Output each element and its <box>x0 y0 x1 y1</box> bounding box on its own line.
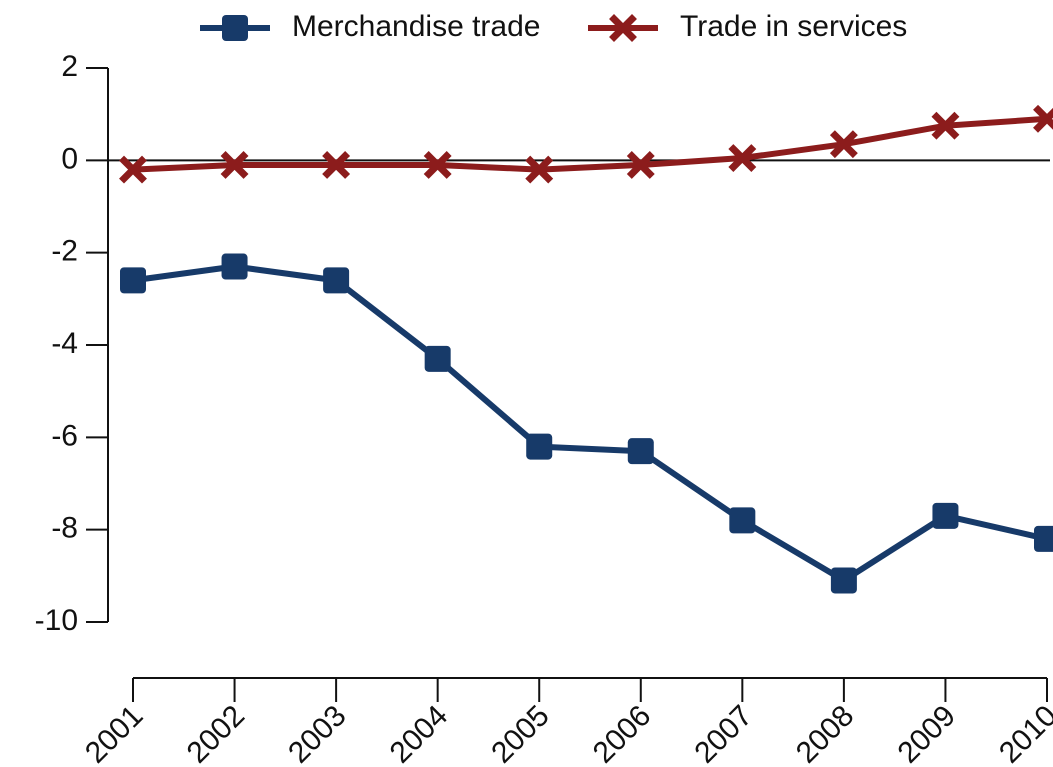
legend-label: Trade in services <box>680 10 907 43</box>
point-marker <box>728 144 757 172</box>
legend-label: Merchandise trade <box>292 10 540 43</box>
x-tick-label: 2006 <box>587 699 658 767</box>
x-tick-label: 2003 <box>282 699 353 767</box>
point-marker <box>626 151 655 179</box>
x-tick-label: 2002 <box>181 699 252 767</box>
point-marker <box>931 111 960 140</box>
point-marker <box>221 253 248 280</box>
point-marker <box>525 155 554 184</box>
x-tick-label: 2005 <box>485 699 556 767</box>
legend-marker <box>222 15 248 41</box>
point-marker <box>119 155 147 184</box>
x-tick-label: 2007 <box>688 699 759 767</box>
x-tick-label: 2010 <box>993 699 1053 767</box>
point-marker <box>829 130 858 159</box>
y-tick-label: -8 <box>51 512 78 545</box>
y-tick-label: -4 <box>51 327 78 360</box>
y-tick-label: 0 <box>61 142 78 175</box>
x-tick-label: 2001 <box>79 699 150 767</box>
point-marker <box>323 267 350 294</box>
point-marker <box>322 151 351 179</box>
x-tick-label: 2009 <box>891 699 962 767</box>
y-tick-label: -2 <box>51 235 78 268</box>
point-marker <box>932 502 959 529</box>
legend-marker <box>609 14 637 42</box>
point-marker <box>424 345 451 372</box>
series-line <box>132 115 1048 173</box>
y-tick-label: -6 <box>51 419 78 452</box>
y-tick-label: -10 <box>35 604 78 637</box>
point-marker <box>729 507 756 534</box>
y-tick-label: 2 <box>61 50 78 83</box>
x-tick-label: 2004 <box>384 699 455 767</box>
point-marker <box>1033 104 1053 133</box>
series-line <box>132 263 1048 584</box>
point-marker <box>120 267 146 294</box>
point-marker <box>220 151 249 179</box>
point-marker <box>1034 525 1053 552</box>
point-marker <box>526 433 553 460</box>
point-marker <box>627 438 654 465</box>
point-marker <box>830 567 857 594</box>
point-marker <box>423 151 452 179</box>
x-tick-label: 2008 <box>790 699 861 767</box>
